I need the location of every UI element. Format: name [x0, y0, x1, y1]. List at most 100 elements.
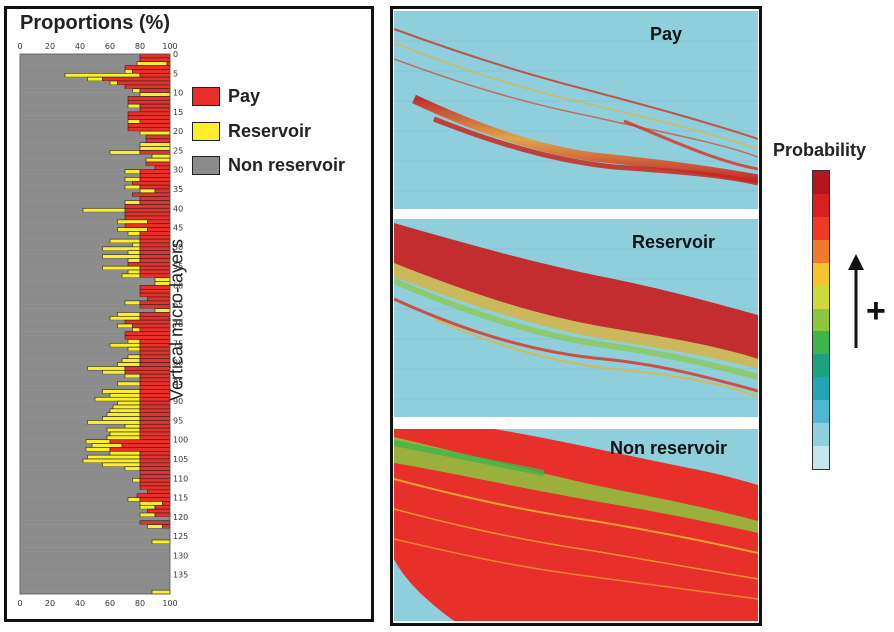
y-axis-label: Vertical micro-layers	[166, 238, 187, 402]
bar-segment-reservoir	[124, 200, 141, 205]
bar-segment-reservoir	[127, 339, 141, 344]
bar-segment-pay	[154, 512, 171, 518]
bar-segment-non-reservoir	[20, 150, 110, 155]
y-tick-label: 45	[173, 224, 183, 233]
bar-segment-non-reservoir	[20, 293, 140, 298]
bar-segment-non-reservoir	[20, 300, 125, 305]
bar-segment-pay	[139, 173, 171, 178]
bar-segment-pay	[139, 450, 171, 456]
colorbar-title: Probability	[773, 140, 867, 160]
bar-segment-non-reservoir	[20, 497, 128, 502]
bar-segment-non-reservoir	[20, 385, 140, 390]
x-tick-label-bottom: 100	[162, 599, 177, 608]
bar-segment-non-reservoir	[20, 559, 170, 564]
bar-segment-non-reservoir	[20, 262, 128, 267]
bar-segment-non-reservoir	[20, 142, 140, 147]
bar-segment-pay	[139, 285, 171, 290]
x-tick-label-top: 100	[162, 42, 177, 51]
bar-segment-reservoir	[139, 501, 163, 506]
bar-segment-reservoir	[127, 231, 141, 236]
bar-segment-pay	[139, 200, 171, 205]
bar-segment-pay	[139, 292, 171, 298]
bar-segment-pay	[136, 493, 171, 498]
bar-segment-pay	[139, 385, 171, 390]
bar-segment-non-reservoir	[20, 455, 88, 460]
bar-segment-non-reservoir	[20, 435, 107, 440]
bar-segment-pay	[139, 427, 171, 433]
legend-reservoir: Reservoir	[192, 121, 311, 142]
bar-segment-reservoir	[127, 269, 141, 275]
probability-map-non-reservoir	[394, 429, 758, 621]
bar-segment-pay	[139, 246, 171, 252]
bar-segment-pay	[139, 150, 171, 155]
bar-segment-pay	[147, 227, 171, 232]
bar-segment-reservoir	[102, 254, 141, 259]
bar-segment-non-reservoir	[20, 478, 133, 483]
bar-segment-pay	[139, 231, 171, 236]
y-tick-label: 0	[173, 50, 178, 59]
bar-segment-pay	[139, 312, 171, 317]
bar-segment-reservoir	[121, 273, 141, 279]
plus-sign: +	[866, 292, 886, 330]
bar-segment-non-reservoir	[20, 212, 125, 217]
bar-segment-non-reservoir	[20, 439, 86, 444]
bar-segment-non-reservoir	[20, 470, 140, 475]
bar-segment-non-reservoir	[20, 555, 170, 560]
bar-segment-non-reservoir	[20, 393, 110, 398]
bar-segment-reservoir	[127, 250, 141, 255]
bar-segment-pay	[139, 377, 171, 383]
bar-segment-non-reservoir	[20, 331, 125, 336]
y-tick-label: 85	[173, 378, 183, 387]
y-tick-label: 5	[173, 69, 178, 78]
bar-segment-non-reservoir	[20, 111, 128, 116]
bar-segment-pay	[139, 354, 171, 360]
bar-segment-reservoir	[117, 400, 141, 406]
bar-segment-non-reservoir	[20, 297, 148, 302]
bar-segment-non-reservoir	[20, 84, 125, 89]
plot-frame	[19, 53, 171, 595]
bar-segment-reservoir	[87, 454, 141, 460]
bar-segment-non-reservoir	[20, 138, 146, 143]
bar-segment-non-reservoir	[20, 578, 170, 583]
bar-segment-pay	[139, 362, 171, 367]
bar-segment-non-reservoir	[20, 347, 128, 352]
bar-segment-non-reservoir	[20, 551, 170, 556]
bar-segment-non-reservoir	[20, 509, 148, 514]
bar-segment-non-reservoir	[20, 401, 118, 406]
bar-segment-non-reservoir	[20, 513, 140, 518]
bar-segment-pay	[139, 393, 171, 398]
bar-segment-reservoir	[64, 72, 141, 78]
bar-segment-pay	[127, 111, 171, 117]
bar-segment-non-reservoir	[20, 57, 140, 62]
bar-segment-non-reservoir	[20, 443, 92, 448]
bar-segment-pay	[127, 126, 171, 132]
bar-segment-reservoir	[109, 431, 141, 437]
y-tick-label: 110	[173, 474, 188, 483]
bar-segment-pay	[139, 242, 171, 248]
bar-segment-pay	[139, 423, 171, 429]
bar-segment-reservoir	[124, 169, 141, 174]
x-tick-label-bottom: 20	[45, 599, 55, 608]
bar-segment-non-reservoir	[20, 354, 128, 359]
probability-map-reservoir	[394, 219, 758, 417]
legend-reservoir-label: Reservoir	[228, 121, 312, 141]
bar-segment-pay	[139, 273, 171, 279]
bar-segment-non-reservoir	[20, 204, 125, 209]
y-tick-label: 50	[173, 243, 183, 252]
bar-segment-pay	[145, 134, 171, 140]
bar-segment-non-reservoir	[20, 540, 152, 545]
bar-segment-non-reservoir	[20, 131, 140, 136]
bar-segment-non-reservoir	[20, 119, 128, 124]
bar-segment-pay	[139, 458, 171, 464]
bar-segment-reservoir	[109, 393, 141, 398]
bar-segment-pay	[139, 435, 171, 441]
y-tick-label: 40	[173, 204, 183, 213]
bar-segment-reservoir	[127, 258, 141, 263]
bar-segment-reservoir	[109, 150, 141, 155]
bar-segment-non-reservoir	[20, 192, 133, 197]
bar-segment-non-reservoir	[20, 173, 140, 178]
y-tick-label: 60	[173, 281, 183, 290]
bar-segment-non-reservoir	[20, 181, 133, 186]
x-tick-label-top: 0	[17, 42, 22, 51]
bar-segment-reservoir	[117, 323, 133, 329]
